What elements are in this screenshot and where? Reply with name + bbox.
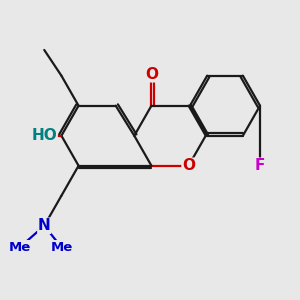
Text: Me: Me [50,241,73,254]
Text: HO: HO [32,128,57,143]
Text: Me: Me [9,241,31,254]
Text: N: N [38,218,51,233]
Text: O: O [145,67,158,82]
Text: O: O [182,158,195,173]
Text: F: F [255,158,265,173]
